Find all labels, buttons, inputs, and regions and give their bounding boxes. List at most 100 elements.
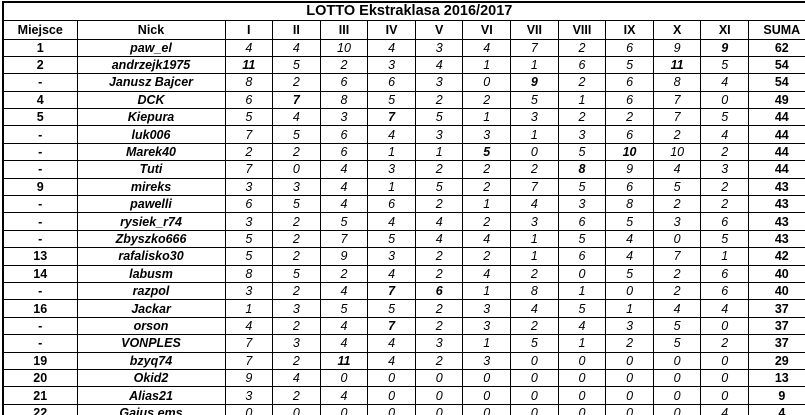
cell-score-month-8: 6 xyxy=(557,55,607,75)
cell-score-month-2: 0 xyxy=(272,160,321,179)
cell-score-month-8: 8 xyxy=(557,160,607,179)
column-header-month-1: I xyxy=(224,19,274,40)
cell-score-month-9: 0 xyxy=(605,281,654,301)
cell-score-month-6: 4 xyxy=(462,264,512,283)
cell-place: - xyxy=(2,195,78,214)
column-header-sum: SUMA xyxy=(748,19,805,40)
cell-sum: 54 xyxy=(748,73,805,92)
cell-score-month-10: 7 xyxy=(652,90,702,110)
cell-place: 1 xyxy=(2,38,78,57)
cell-place: 19 xyxy=(2,351,78,370)
cell-score-month-9: 6 xyxy=(605,38,654,57)
cell-score-month-6: 1 xyxy=(462,195,512,214)
cell-score-month-6: 3 xyxy=(462,316,512,336)
cell-sum: 9 xyxy=(748,386,805,405)
cell-score-month-2: 4 xyxy=(272,368,321,388)
cell-score-month-3: 4 xyxy=(319,281,369,301)
cell-place: - xyxy=(2,142,78,162)
cell-score-month-9: 10 xyxy=(605,142,654,162)
cell-score-month-11: 4 xyxy=(700,73,750,92)
table-row: 13 rafalisko30 5 2 9 3 2 2 1 6 4 7 1 42 xyxy=(2,247,805,266)
cell-score-month-8: 2 xyxy=(557,108,607,127)
cell-nick: Jackar xyxy=(76,299,226,318)
cell-score-month-5: 4 xyxy=(414,229,464,249)
cell-nick: bzyq74 xyxy=(76,351,226,370)
cell-place: 20 xyxy=(2,368,78,388)
cell-score-month-11: 5 xyxy=(700,229,750,249)
cell-score-month-6: 4 xyxy=(462,38,512,57)
cell-score-month-1: 1 xyxy=(224,299,274,318)
cell-place: - xyxy=(2,316,78,336)
cell-sum: 4 xyxy=(748,403,805,415)
cell-score-month-6: 2 xyxy=(462,247,512,266)
cell-score-month-5: 1 xyxy=(414,142,464,162)
cell-sum: 43 xyxy=(748,212,805,231)
cell-score-month-2: 2 xyxy=(272,316,321,336)
cell-score-month-7: 0 xyxy=(510,142,559,162)
cell-score-month-4: 4 xyxy=(367,351,416,370)
cell-score-month-2: 2 xyxy=(272,281,321,301)
cell-score-month-1: 7 xyxy=(224,125,274,144)
cell-sum: 43 xyxy=(748,177,805,197)
cell-score-month-3: 7 xyxy=(319,229,369,249)
cell-score-month-5: 2 xyxy=(414,195,464,214)
cell-score-month-4: 6 xyxy=(367,195,416,214)
cell-score-month-5: 2 xyxy=(414,299,464,318)
cell-score-month-3: 2 xyxy=(319,264,369,283)
page-title: LOTTO Ekstraklasa 2016/2017 xyxy=(2,1,805,21)
table-row: 4 DCK 6 7 8 5 2 2 5 1 6 7 0 49 xyxy=(2,90,805,110)
cell-score-month-11: 2 xyxy=(700,142,750,162)
cell-nick: mireks xyxy=(76,177,226,197)
cell-place: 22 xyxy=(2,403,78,415)
cell-score-month-8: 2 xyxy=(557,38,607,57)
cell-score-month-10: 2 xyxy=(652,281,702,301)
cell-score-month-7: 4 xyxy=(510,299,559,318)
cell-score-month-11: 4 xyxy=(700,125,750,144)
cell-place: 4 xyxy=(2,90,78,110)
cell-score-month-3: 5 xyxy=(319,212,369,231)
cell-place: 5 xyxy=(2,108,78,127)
cell-score-month-2: 2 xyxy=(272,386,321,405)
cell-score-month-1: 6 xyxy=(224,90,274,110)
cell-score-month-8: 5 xyxy=(557,142,607,162)
cell-place: - xyxy=(2,73,78,92)
table-row: 21 Alias21 3 2 4 0 0 0 0 0 0 0 0 9 xyxy=(2,386,805,405)
cell-sum: 42 xyxy=(748,247,805,266)
cell-score-month-10: 9 xyxy=(652,38,702,57)
cell-score-month-4: 0 xyxy=(367,403,416,415)
cell-score-month-5: 3 xyxy=(414,38,464,57)
cell-score-month-1: 8 xyxy=(224,73,274,92)
cell-score-month-9: 3 xyxy=(605,316,654,336)
cell-score-month-11: 0 xyxy=(700,351,750,370)
cell-score-month-3: 0 xyxy=(319,403,369,415)
cell-score-month-3: 9 xyxy=(319,247,369,266)
cell-score-month-3: 5 xyxy=(319,299,369,318)
cell-score-month-3: 8 xyxy=(319,90,369,110)
cell-score-month-10: 4 xyxy=(652,160,702,179)
cell-score-month-4: 4 xyxy=(367,38,416,57)
cell-score-month-6: 3 xyxy=(462,125,512,144)
cell-sum: 43 xyxy=(748,229,805,249)
cell-score-month-1: 9 xyxy=(224,368,274,388)
cell-score-month-4: 6 xyxy=(367,73,416,92)
table-row: - rysiek_r74 3 2 5 4 4 2 3 6 5 3 6 43 xyxy=(2,212,805,231)
column-header-place: Miejsce xyxy=(2,19,78,40)
cell-place: 2 xyxy=(2,55,78,75)
cell-score-month-2: 4 xyxy=(272,108,321,127)
cell-score-month-5: 2 xyxy=(414,351,464,370)
cell-nick: luk006 xyxy=(76,125,226,144)
cell-score-month-6: 2 xyxy=(462,90,512,110)
cell-score-month-10: 3 xyxy=(652,212,702,231)
cell-score-month-7: 1 xyxy=(510,55,559,75)
cell-score-month-3: 4 xyxy=(319,160,369,179)
cell-score-month-6: 5 xyxy=(462,142,512,162)
cell-score-month-8: 5 xyxy=(557,177,607,197)
cell-score-month-2: 3 xyxy=(272,177,321,197)
cell-score-month-3: 4 xyxy=(319,195,369,214)
cell-sum: 29 xyxy=(748,351,805,370)
cell-score-month-6: 3 xyxy=(462,299,512,318)
cell-place: 21 xyxy=(2,386,78,405)
cell-score-month-10: 7 xyxy=(652,108,702,127)
cell-score-month-11: 0 xyxy=(700,316,750,336)
cell-score-month-10: 0 xyxy=(652,403,702,415)
